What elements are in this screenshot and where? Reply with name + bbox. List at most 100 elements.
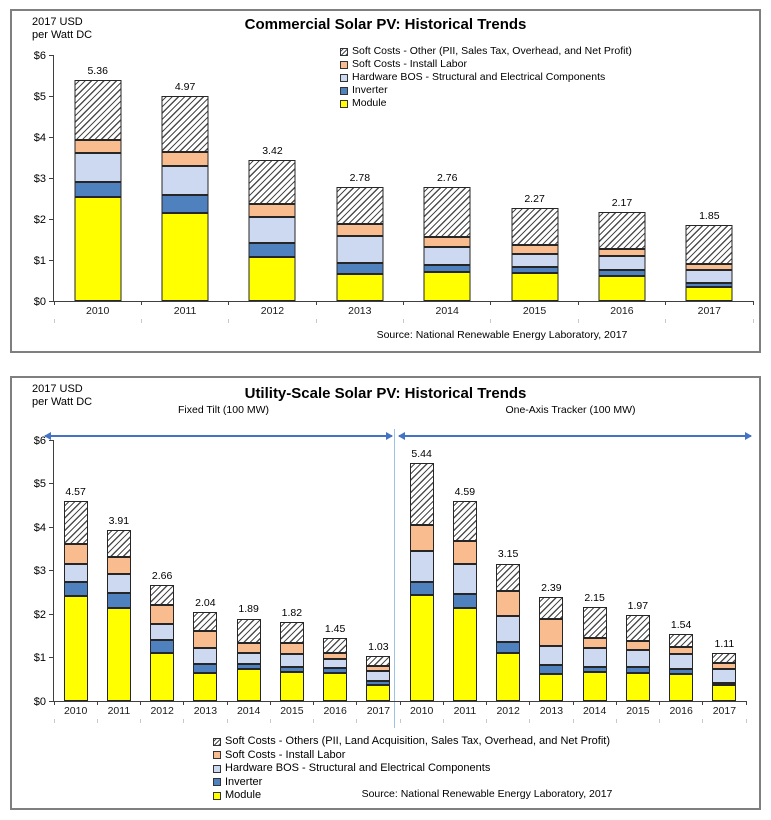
y-axis-tick <box>49 218 54 220</box>
x-axis-minor-tick <box>403 319 404 323</box>
bar-segment-install_labor <box>539 619 564 647</box>
y-axis-units-label: 2017 USD per Watt DC <box>32 383 92 409</box>
x-axis-minor-tick <box>226 719 228 723</box>
bar-total-label: 1.45 <box>324 622 346 635</box>
x-axis-minor-tick <box>572 719 574 723</box>
x-axis-tick <box>572 701 574 705</box>
x-axis-tick-label: 2016 <box>323 705 347 717</box>
bar-segment-inverter <box>106 592 131 608</box>
legend-label: Inverter <box>352 84 388 96</box>
legend-item-hardware_bos: Hardware BOS - Structural and Electrical… <box>340 72 632 83</box>
utility-scale-chart-panel: 2017 USD per Watt DC Utility-Scale Solar… <box>10 376 761 810</box>
bar-segment-hardware_bos <box>625 650 650 668</box>
y-axis-tick <box>49 439 54 441</box>
bar-segment-install_labor <box>452 540 477 565</box>
bar-total-label: 5.36 <box>87 65 108 78</box>
one-axis-tracker-span-arrow-icon <box>398 432 752 440</box>
y-axis-units-label: 2017 USD per Watt DC <box>32 16 92 42</box>
units-line-2: per Watt DC <box>32 396 93 408</box>
bar-segment-module <box>539 673 564 701</box>
stacked-bar <box>336 186 384 301</box>
bar-segment-hardware_bos <box>336 235 384 263</box>
x-axis-minor-tick <box>183 719 185 723</box>
bar-segment-hardware_bos <box>598 256 646 271</box>
bar-segment-soft_other <box>248 160 296 205</box>
bar-slot: 5.36 <box>54 55 141 301</box>
x-axis-minor-tick <box>53 319 55 323</box>
bar-segment-install_labor <box>279 643 304 655</box>
stacked-bar <box>423 187 471 301</box>
bar-segment-module <box>248 256 296 301</box>
x-axis-tick-label: 2016 <box>669 705 693 717</box>
x-axis-tick <box>403 301 404 305</box>
bar-total-label: 1.11 <box>714 637 735 650</box>
bar-segment-install_labor <box>236 642 261 653</box>
x-axis-minor-tick <box>96 719 98 723</box>
bar-segment-hardware_bos <box>279 654 304 667</box>
y-axis-tick-label: $2 <box>33 213 46 226</box>
bar-segment-inverter <box>582 666 607 672</box>
bar-total-label: 4.97 <box>174 81 196 94</box>
bar-segment-inverter <box>74 182 122 197</box>
x-axis-minor-tick <box>745 719 747 723</box>
stacked-bar <box>511 207 559 301</box>
x-axis-minor-tick <box>490 319 492 323</box>
x-axis-minor-tick <box>665 319 667 323</box>
bar-slot: 1.89 <box>227 440 270 701</box>
bar-segment-module <box>511 273 559 301</box>
y-axis-tick-label: $5 <box>33 478 46 490</box>
x-axis-tick-label: 2014 <box>236 705 261 717</box>
plot-area: $0 $1 $2 $3 $4 $5 $6 4.57 3.91 2.66 2.04 1.89 1.82 1.… <box>34 435 747 723</box>
bar-slot: 4.59 <box>443 440 486 701</box>
bar-segment-inverter <box>236 664 261 670</box>
bar-slot: 2.39 <box>530 440 573 701</box>
source-note: Source: National Renewable Energy Labora… <box>361 788 613 800</box>
bar-slot: 3.91 <box>97 440 140 701</box>
bar-segment-install_labor <box>106 556 131 574</box>
stacked-bar <box>539 596 564 701</box>
x-axis-tick-label: 2011 <box>453 705 477 717</box>
x-axis-minor-tick <box>752 319 754 323</box>
bar-segment-hardware_bos <box>712 669 737 683</box>
bar-segment-soft_other <box>193 611 218 631</box>
bar-segment-inverter <box>625 667 650 673</box>
x-axis-minor-tick <box>702 719 704 723</box>
stacked-bar <box>669 633 694 701</box>
bar-slot: 1.11 <box>703 440 746 701</box>
bar-segment-inverter <box>712 682 737 686</box>
bar-segment-module <box>582 671 607 701</box>
legend-swatch-hardware_bos <box>340 73 348 82</box>
bar-segment-hardware_bos <box>161 165 209 196</box>
x-axis-tick <box>356 701 358 705</box>
x-axis-tick-label: 2012 <box>150 705 174 717</box>
bar-segment-soft_other <box>496 563 521 591</box>
units-line-1: 2017 USD <box>32 16 83 28</box>
stacked-bar <box>279 621 304 701</box>
bar-segment-hardware_bos <box>63 564 88 583</box>
stacked-bar <box>161 96 209 301</box>
bar-segment-inverter <box>366 680 391 685</box>
x-axis-minor-tick <box>140 719 141 723</box>
legend-label: Soft Costs - Install Labor <box>225 748 346 761</box>
legend-item-inverter: Inverter <box>340 85 632 96</box>
legend-label: Inverter <box>225 775 263 788</box>
stacked-bar <box>63 501 88 701</box>
bar-segment-hardware_bos <box>496 616 521 642</box>
bar-segment-soft_other <box>423 187 471 238</box>
bar-segment-hardware_bos <box>74 153 122 183</box>
bar-segment-hardware_bos <box>323 659 348 669</box>
legend-label: Soft Costs - Install Labor <box>352 58 467 70</box>
x-axis-tick <box>659 701 660 705</box>
y-axis-tick-label: $5 <box>33 90 46 103</box>
x-axis-tick-label: 2015 <box>626 705 650 717</box>
y-axis-tick <box>49 300 54 302</box>
x-axis-tick <box>183 701 185 705</box>
bar-segment-hardware_bos <box>423 247 471 266</box>
x-axis-minor-tick <box>356 719 358 723</box>
bar-segment-soft_other <box>409 463 434 526</box>
bar-slot: 2.17 <box>578 55 665 301</box>
x-axis-tick-label: 2010 <box>86 305 110 317</box>
bar-segment-install_labor <box>669 646 694 655</box>
bar-segment-module <box>150 653 175 701</box>
